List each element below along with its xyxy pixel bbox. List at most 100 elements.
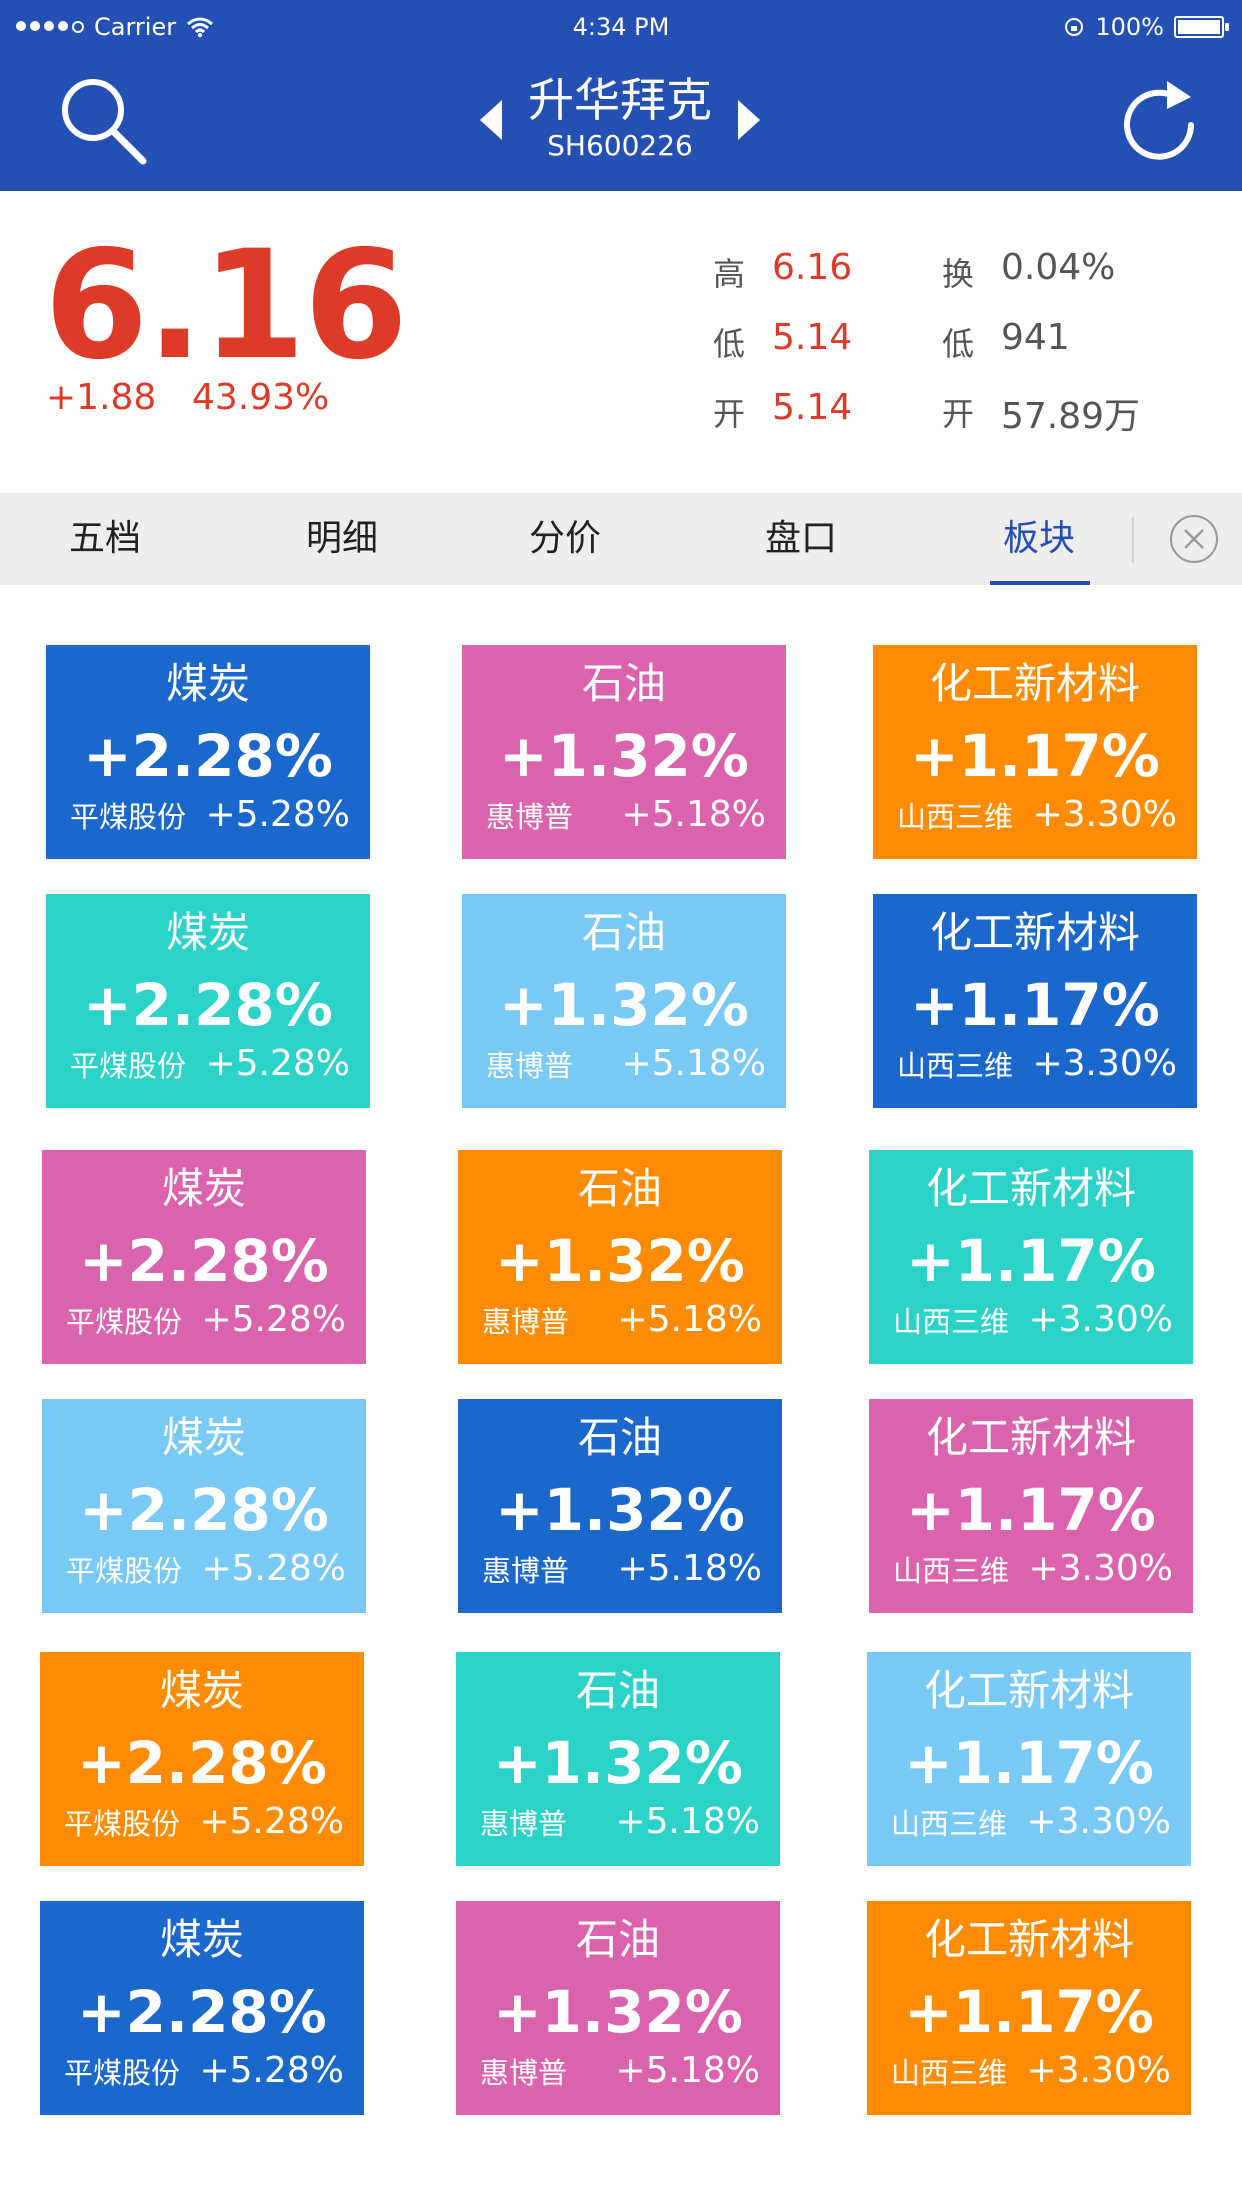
- stat-label-low-2: 低: [942, 325, 975, 363]
- sector-tile[interactable]: 化工新材料 +1.17% 山西三维 +3.30%: [869, 1150, 1193, 1364]
- sector-tile[interactable]: 石油 +1.32% 惠博普 +5.18%: [458, 1399, 782, 1613]
- leading-stock-name: 惠博普: [486, 1049, 574, 1083]
- sector-change: +1.17%: [904, 1729, 1154, 1797]
- tab-five-levels[interactable]: 五档: [68, 518, 141, 559]
- stat-value-open: 5.14: [772, 387, 853, 428]
- close-button[interactable]: [1169, 514, 1219, 564]
- next-stock-arrow-icon[interactable]: [738, 100, 760, 140]
- stock-code: SH600226: [547, 129, 693, 162]
- leading-stock-name: 平煤股份: [70, 1049, 187, 1083]
- app-header: Carrier 4:34 PM 100% 升华拜克 SH600226: [0, 0, 1242, 191]
- leading-stock-change: +5.18%: [615, 2050, 760, 2091]
- sector-name: 煤炭: [159, 1915, 244, 1964]
- sector-tile[interactable]: 石油 +1.32% 惠博普 +5.18%: [456, 1652, 780, 1866]
- leading-stock-change: +5.28%: [201, 1548, 346, 1589]
- sector-change: +1.17%: [906, 1476, 1156, 1544]
- refresh-button[interactable]: [1115, 75, 1205, 175]
- sector-tile[interactable]: 石油 +1.32% 惠博普 +5.18%: [462, 894, 786, 1108]
- leading-stock-name: 山西三维: [897, 1049, 1014, 1083]
- sector-name: 化工新材料: [925, 1164, 1136, 1213]
- sector-change: +2.28%: [83, 722, 333, 790]
- leading-stock-name: 平煤股份: [66, 1305, 183, 1339]
- leading-stock-name: 惠博普: [482, 1305, 570, 1339]
- sector-name: 煤炭: [165, 659, 250, 708]
- stat-value-turnover: 0.04%: [1001, 247, 1116, 288]
- tab-details[interactable]: 明细: [305, 518, 378, 559]
- sector-change: +2.28%: [83, 971, 333, 1039]
- sector-tile[interactable]: 煤炭 +2.28% 平煤股份 +5.28%: [42, 1399, 366, 1613]
- sector-grid: 煤炭 +2.28% 平煤股份 +5.28% 石油 +1.32% 惠博普 +5.18% 化工新材料…: [0, 585, 1242, 2207]
- sector-change: +1.32%: [495, 1227, 745, 1295]
- leading-stock-name: 惠博普: [480, 2056, 568, 2090]
- sector-tile[interactable]: 石油 +1.32% 惠博普 +5.18%: [456, 1901, 780, 2115]
- sector-name: 煤炭: [161, 1413, 246, 1462]
- tab-divider: [1132, 517, 1134, 563]
- current-price: 6.16: [44, 219, 408, 393]
- tab-price-distribution[interactable]: 分价: [528, 518, 601, 559]
- sector-name: 石油: [581, 908, 666, 957]
- leading-stock-name: 惠博普: [482, 1554, 570, 1588]
- sector-tile[interactable]: 煤炭 +2.28% 平煤股份 +5.28%: [40, 1652, 364, 1866]
- leading-stock-change: +5.28%: [201, 1299, 346, 1340]
- sector-tile[interactable]: 化工新材料 +1.17% 山西三维 +3.30%: [869, 1399, 1193, 1613]
- leading-stock-name: 平煤股份: [64, 2056, 181, 2090]
- sector-change: +2.28%: [79, 1476, 329, 1544]
- tab-sectors[interactable]: 板块: [1002, 518, 1075, 559]
- leading-stock-change: +3.30%: [1028, 1299, 1173, 1340]
- active-tab-indicator: [990, 581, 1090, 585]
- sector-change: +1.32%: [499, 971, 749, 1039]
- sector-tile[interactable]: 煤炭 +2.28% 平煤股份 +5.28%: [42, 1150, 366, 1364]
- leading-stock-name: 山西三维: [893, 1305, 1010, 1339]
- sector-name: 化工新材料: [925, 1413, 1136, 1462]
- previous-stock-arrow-icon[interactable]: [480, 100, 502, 140]
- status-time: 4:34 PM: [572, 13, 670, 41]
- sector-name: 煤炭: [161, 1164, 246, 1213]
- leading-stock-change: +5.28%: [199, 2050, 344, 2091]
- sector-name: 石油: [577, 1413, 662, 1462]
- sector-change: +1.32%: [493, 1729, 743, 1797]
- sector-tile[interactable]: 化工新材料 +1.17% 山西三维 +3.30%: [867, 1652, 1191, 1866]
- leading-stock-change: +5.18%: [617, 1548, 762, 1589]
- sector-name: 石油: [577, 1164, 662, 1213]
- sector-change: +1.17%: [904, 1978, 1154, 2046]
- sector-name: 石油: [575, 1666, 660, 1715]
- signal-icon: [16, 21, 84, 33]
- leading-stock-name: 山西三维: [891, 2056, 1008, 2090]
- sector-change: +1.17%: [906, 1227, 1156, 1295]
- status-bar: Carrier 4:34 PM 100%: [0, 0, 1242, 56]
- sector-tile[interactable]: 煤炭 +2.28% 平煤股份 +5.28%: [46, 894, 370, 1108]
- leading-stock-change: +3.30%: [1032, 794, 1177, 835]
- sector-tile[interactable]: 煤炭 +2.28% 平煤股份 +5.28%: [40, 1901, 364, 2115]
- stat-label-open: 开: [713, 395, 746, 433]
- search-icon: [62, 79, 147, 165]
- search-button[interactable]: [55, 75, 155, 175]
- sector-name: 煤炭: [165, 908, 250, 957]
- sector-tile[interactable]: 化工新材料 +1.17% 山西三维 +3.30%: [873, 894, 1197, 1108]
- sector-change: +1.32%: [495, 1476, 745, 1544]
- sector-change: +1.32%: [499, 722, 749, 790]
- stock-title: 升华拜克 SH600226: [470, 72, 770, 172]
- leading-stock-name: 惠博普: [480, 1807, 568, 1841]
- leading-stock-change: +5.18%: [621, 1043, 766, 1084]
- sector-name: 化工新材料: [929, 659, 1140, 708]
- stat-label-open-2: 开: [942, 395, 975, 433]
- sector-tile[interactable]: 煤炭 +2.28% 平煤股份 +5.28%: [46, 645, 370, 859]
- quote-panel: 6.16 +1.88 43.93% 高 6.16 换 0.04% 低 5.14 …: [0, 191, 1242, 493]
- leading-stock-name: 山西三维: [891, 1807, 1008, 1841]
- sector-change: +2.28%: [77, 1729, 327, 1797]
- leading-stock-change: +5.28%: [199, 1801, 344, 1842]
- status-left: Carrier: [16, 13, 214, 41]
- sector-tile[interactable]: 化工新材料 +1.17% 山西三维 +3.30%: [867, 1901, 1191, 2115]
- tab-order-book[interactable]: 盘口: [764, 518, 837, 559]
- leading-stock-change: +3.30%: [1026, 1801, 1171, 1842]
- leading-stock-change: +3.30%: [1032, 1043, 1177, 1084]
- sector-name: 煤炭: [159, 1666, 244, 1715]
- sector-tile[interactable]: 石油 +1.32% 惠博普 +5.18%: [458, 1150, 782, 1364]
- leading-stock-change: +3.30%: [1026, 2050, 1171, 2091]
- sector-tile[interactable]: 化工新材料 +1.17% 山西三维 +3.30%: [873, 645, 1197, 859]
- leading-stock-name: 山西三维: [893, 1554, 1010, 1588]
- sector-tile[interactable]: 石油 +1.32% 惠博普 +5.18%: [462, 645, 786, 859]
- leading-stock-change: +3.30%: [1028, 1548, 1173, 1589]
- stock-name: 升华拜克: [528, 73, 712, 127]
- leading-stock-change: +5.28%: [205, 794, 350, 835]
